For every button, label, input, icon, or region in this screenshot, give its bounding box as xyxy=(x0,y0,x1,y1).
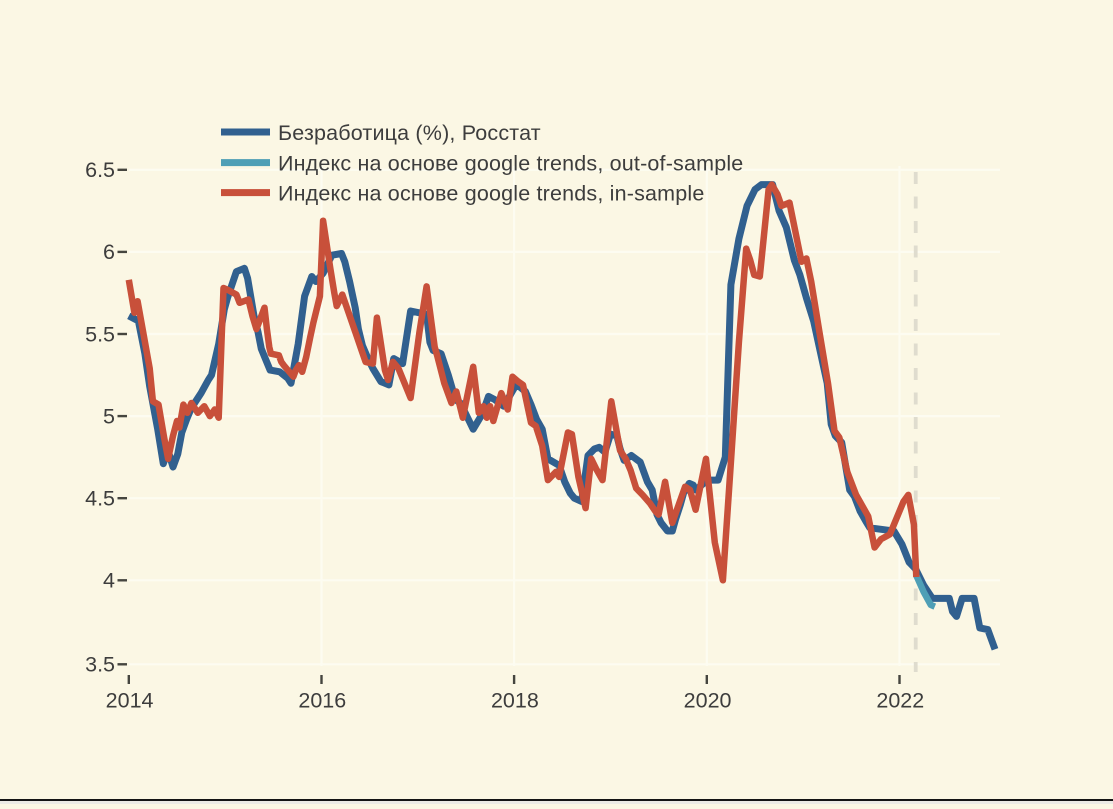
svg-text:4.5: 4.5 xyxy=(85,487,115,511)
svg-text:2014: 2014 xyxy=(106,689,154,713)
svg-text:2018: 2018 xyxy=(491,689,539,713)
svg-text:5.5: 5.5 xyxy=(85,322,115,346)
svg-text:5: 5 xyxy=(103,404,115,428)
svg-text:4: 4 xyxy=(103,569,115,593)
svg-text:2020: 2020 xyxy=(684,689,732,713)
svg-text:Безработица (%), Росстат: Безработица (%), Росстат xyxy=(278,121,541,145)
svg-text:3.5: 3.5 xyxy=(85,653,115,677)
svg-text:2022: 2022 xyxy=(876,689,924,713)
svg-text:2016: 2016 xyxy=(298,689,346,713)
svg-text:Индекс на основе google trends: Индекс на основе google trends, in-sampl… xyxy=(278,181,704,205)
svg-text:6.5: 6.5 xyxy=(85,158,115,182)
svg-text:Индекс на основе google trends: Индекс на основе google trends, out-of-s… xyxy=(278,151,743,175)
svg-text:6: 6 xyxy=(103,240,115,264)
